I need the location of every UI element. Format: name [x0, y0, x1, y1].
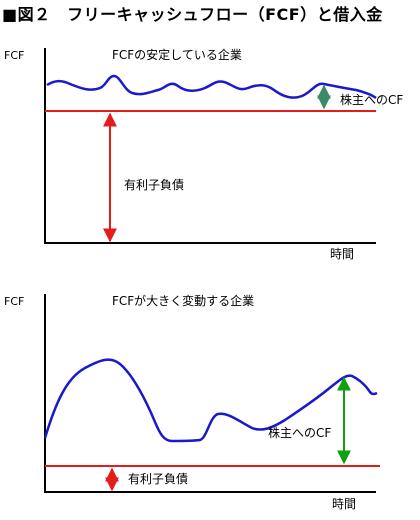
- bottom-shareholder-cf-label: 株主へのCF: [268, 425, 331, 440]
- panel-bottom: FCF FCFが大きく変動する企業 時間 株主へのCF 有利子負債: [4, 293, 380, 511]
- top-x-axis-label: 時間: [330, 247, 354, 261]
- panel-top: FCF FCFの安定している企業 時間 株主へのCF 有利子負債: [4, 47, 403, 261]
- top-caption: FCFの安定している企業: [112, 47, 242, 62]
- top-shareholder-cf-label: 株主へのCF: [340, 92, 403, 107]
- top-debt-label: 有利子負債: [124, 177, 184, 192]
- bottom-caption: FCFが大きく変動する企業: [112, 293, 254, 308]
- bottom-debt-label: 有利子負債: [128, 471, 188, 486]
- top-y-axis-label: FCF: [4, 49, 24, 62]
- bottom-y-axis-label: FCF: [4, 295, 24, 308]
- figure-title: ■図２ フリーキャッシュフロー（FCF）と借入金: [2, 5, 383, 24]
- top-fcf-curve: [46, 74, 377, 100]
- bottom-fcf-curve: [43, 358, 378, 443]
- bottom-x-axis-label: 時間: [332, 497, 356, 511]
